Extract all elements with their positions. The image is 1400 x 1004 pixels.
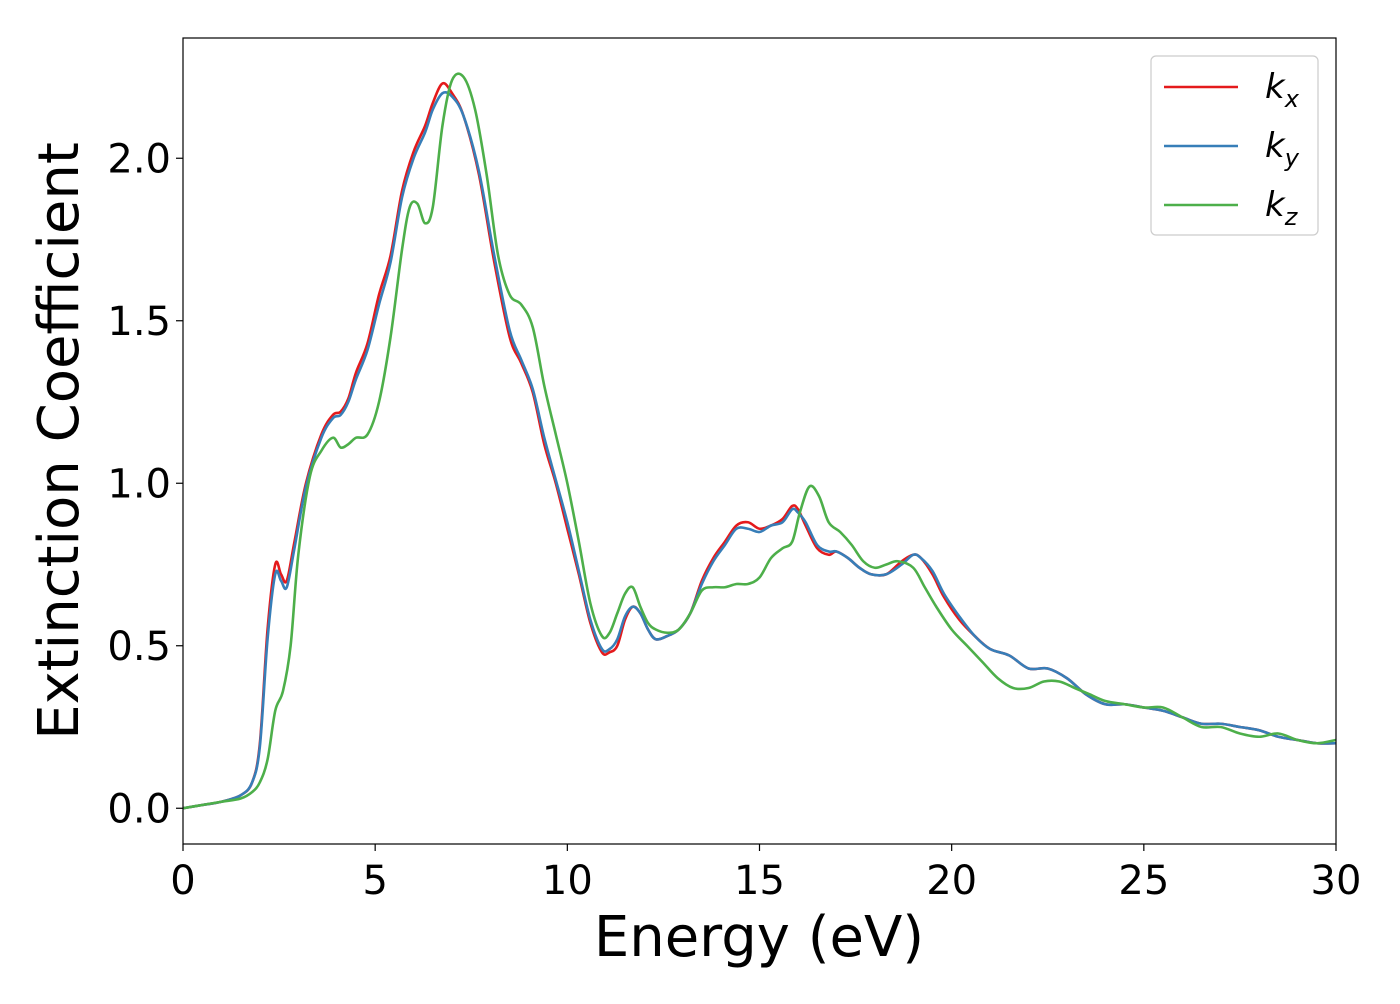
series-line-kz	[182, 72, 1337, 810]
y-tick-label: 2.0	[107, 136, 171, 182]
x-tick-label: 5	[362, 858, 387, 904]
x-tick-label: 30	[1311, 858, 1362, 904]
x-axis-ticks: 0 5 10 15 20 25 30	[170, 844, 1361, 904]
legend-label-kz: kz	[1265, 185, 1299, 231]
y-axis-label: Extinction Coefficient	[27, 142, 92, 740]
y-axis-ticks: 0.0 0.5 1.0 1.5 2.0	[107, 136, 183, 832]
x-tick-label: 0	[170, 858, 195, 904]
x-tick-label: 10	[542, 858, 593, 904]
y-tick-label: 0.5	[107, 624, 171, 670]
x-axis-label: Energy (eV)	[594, 905, 924, 970]
legend: kx ky kz	[1150, 55, 1319, 236]
x-tick-label: 20	[926, 858, 977, 904]
series-layer	[182, 72, 1337, 810]
y-tick-label: 1.0	[107, 461, 171, 507]
legend-label-kx: kx	[1265, 67, 1300, 113]
series-line-ky	[182, 91, 1337, 810]
x-tick-label: 25	[1118, 858, 1169, 904]
y-tick-label: 0.0	[107, 786, 171, 832]
x-tick-label: 15	[734, 858, 785, 904]
legend-label-ky: ky	[1265, 126, 1300, 172]
y-tick-label: 1.5	[107, 299, 171, 345]
